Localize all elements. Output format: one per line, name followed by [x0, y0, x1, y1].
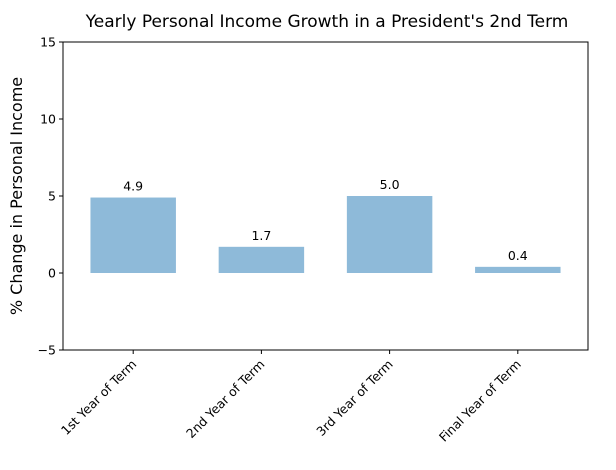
y-tick-label: 15 — [40, 35, 56, 50]
data-label: 5.0 — [380, 177, 400, 192]
y-axis-label: % Change in Personal Income — [7, 77, 26, 315]
y-tick-label: 5 — [48, 189, 56, 204]
y-axis: −5 0 5 10 15 — [38, 35, 63, 358]
y-tick-label: 0 — [48, 266, 56, 281]
bar — [475, 266, 561, 273]
y-tick-label: 10 — [40, 112, 56, 127]
plot-frame — [62, 41, 589, 351]
x-tick-label: 2nd Year of Term — [183, 357, 268, 442]
bar — [218, 246, 305, 273]
data-label: 0.4 — [508, 248, 528, 263]
x-axis: 1st Year of Term 2nd Year of Term 3rd Year… — [58, 350, 524, 445]
x-tick-label: Final Year of Term — [436, 357, 524, 445]
y-tick-label: −5 — [38, 343, 56, 358]
x-tick-label: 1st Year of Term — [58, 357, 139, 438]
x-tick-label: 3rd Year of Term — [313, 357, 395, 439]
bar — [90, 197, 176, 273]
chart-title: Yearly Personal Income Growth in a Presi… — [85, 12, 569, 32]
bar — [346, 196, 433, 273]
bars-layer — [90, 196, 561, 273]
data-label: 1.7 — [251, 228, 271, 243]
data-label: 4.9 — [123, 179, 143, 194]
data-labels-layer: 4.9 1.7 5.0 0.4 — [123, 177, 528, 263]
